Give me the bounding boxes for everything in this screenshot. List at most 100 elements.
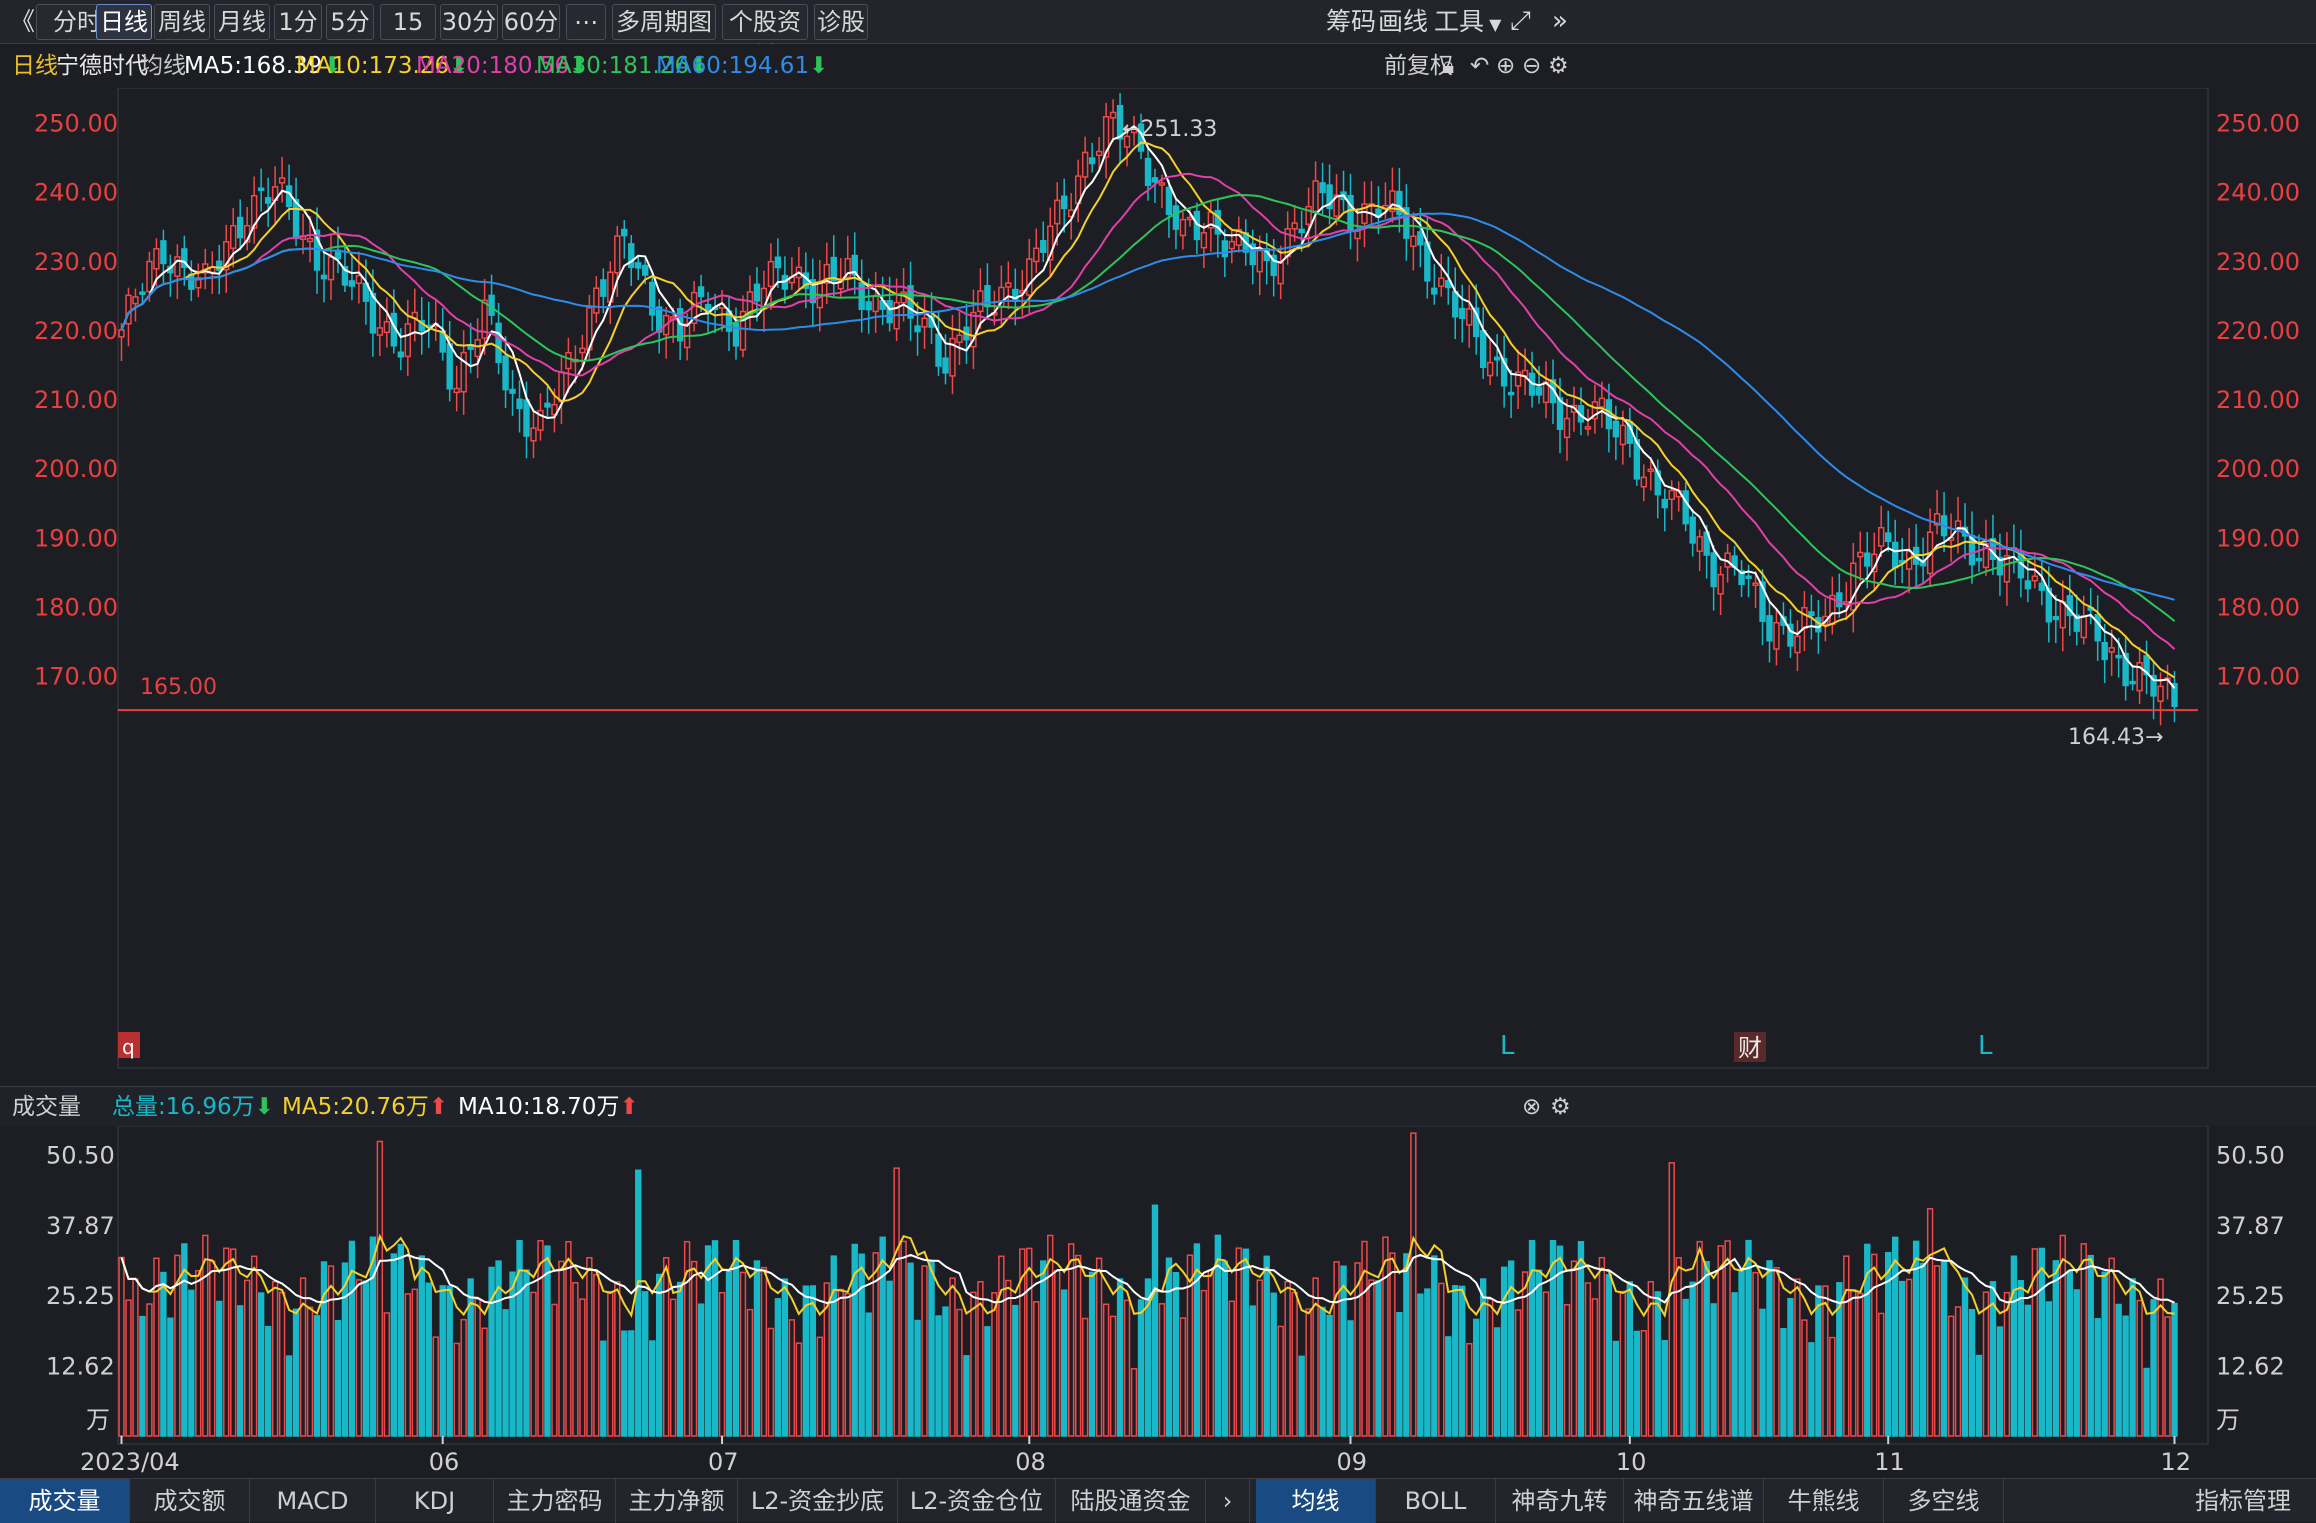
volume-bar xyxy=(320,1261,328,1437)
volume-bar xyxy=(872,1252,879,1437)
volume-bar xyxy=(1710,1303,1717,1437)
volume-bar xyxy=(257,1292,265,1437)
settings-gear-icon[interactable]: ⚙ xyxy=(1548,53,1569,79)
volume-bar xyxy=(921,1265,928,1437)
multi-period-dropdown[interactable]: 多周期图 ▽ xyxy=(612,4,716,68)
candle-body xyxy=(697,286,705,298)
candle-body xyxy=(153,248,160,270)
tab-volume[interactable]: 成交量 xyxy=(0,1479,130,1523)
volume-bar xyxy=(1668,1162,1675,1437)
period-tab-weekly[interactable]: 周线 xyxy=(154,4,210,40)
volume-bar xyxy=(1067,1243,1075,1437)
volume-bar xyxy=(1424,1288,1431,1437)
tabs-scroll-right-icon[interactable]: › xyxy=(1206,1479,1250,1523)
candle-body xyxy=(1975,557,1983,562)
period-tab-60min[interactable]: 60分 xyxy=(502,4,560,40)
candle-body xyxy=(2059,601,2066,629)
candle-body xyxy=(2143,655,2150,676)
collapse-icon[interactable]: » xyxy=(1552,6,1568,36)
candle-body xyxy=(1277,261,1284,285)
volume-chart[interactable]: 50.50 50.50 37.87 37.87 25.25 25.25 12.62 12.62… xyxy=(0,1126,2316,1478)
candle-body xyxy=(1933,513,1941,526)
x-tick-label: 11 xyxy=(1874,1448,1905,1476)
zoom-out-icon[interactable]: ⊖ xyxy=(1522,53,1542,79)
candle-body xyxy=(237,216,244,239)
volume-bar xyxy=(1452,1285,1459,1437)
candle-body xyxy=(1808,611,1815,617)
chips-button[interactable]: 筹码 xyxy=(1326,7,1377,36)
tab-turnover[interactable]: 成交额 xyxy=(130,1479,250,1523)
volume-bar xyxy=(369,1236,377,1437)
tab-magic-nine[interactable]: 神奇九转 xyxy=(1496,1479,1624,1523)
period-tab-daily[interactable]: 日线 xyxy=(96,4,152,40)
volume-bar xyxy=(739,1271,747,1437)
vol-tick-right: 50.50 xyxy=(2216,1141,2285,1169)
volume-bar xyxy=(1256,1279,1263,1437)
candle-body xyxy=(1787,623,1794,647)
tab-bull-bear[interactable]: 牛熊线 xyxy=(1764,1479,1884,1523)
fullscreen-icon[interactable]: ⤢ xyxy=(1510,6,1531,36)
volume-bar xyxy=(1207,1269,1215,1437)
indicator-manage-button[interactable]: 指标管理 xyxy=(2195,1487,2291,1515)
more-button[interactable]: ⋯ xyxy=(566,4,606,40)
draw-line-button[interactable]: 画线 xyxy=(1378,7,1429,36)
volume-bar xyxy=(879,1236,886,1437)
volume-bar xyxy=(306,1306,314,1437)
volume-bar xyxy=(1158,1303,1166,1437)
ma10-line xyxy=(120,141,2176,679)
diagnose-button[interactable]: 诊股 xyxy=(814,4,868,40)
zoom-in-icon[interactable]: ⊕ xyxy=(1496,53,1516,79)
tab-kdj[interactable]: KDJ xyxy=(376,1479,494,1523)
lock-icon[interactable]: 🔒︎ xyxy=(1442,53,1455,79)
adjust-dropdown[interactable]: 前复权 xyxy=(1384,53,1453,79)
volume-bar xyxy=(1186,1254,1194,1437)
volume-bar xyxy=(2080,1243,2087,1437)
x-tick-label: 07 xyxy=(708,1448,739,1476)
period-tab-15min[interactable]: 15分 xyxy=(380,4,436,70)
candle-body xyxy=(2129,680,2136,685)
tab-main-code[interactable]: 主力密码 xyxy=(494,1479,616,1523)
volume-bar xyxy=(956,1308,963,1437)
ma-label[interactable]: 均线 xyxy=(140,53,186,79)
undo-icon[interactable]: ↶ xyxy=(1470,53,1490,79)
volume-bar xyxy=(1954,1306,1962,1437)
price-chart[interactable]: 250.00 250.00 240.00 240.00 230.00 230.00 220.… xyxy=(0,88,2316,1088)
candle-body xyxy=(1473,307,1480,338)
tools-dropdown[interactable]: 工具 ▼ xyxy=(1434,7,1502,36)
tab-northbound[interactable]: 陆股通资金 xyxy=(1056,1479,1206,1523)
tab-l2-bottom[interactable]: L2-资金抄底 xyxy=(738,1479,898,1523)
volume-bar xyxy=(362,1280,370,1437)
stock-profile-button[interactable]: 个股资料 xyxy=(722,4,808,70)
close-panel-icon[interactable]: ⊗ xyxy=(1522,1094,1542,1120)
candle-body xyxy=(1319,182,1326,194)
volume-bar xyxy=(1689,1281,1696,1437)
tab-long-short[interactable]: 多空线 xyxy=(1884,1479,2004,1523)
volume-bar xyxy=(2108,1257,2115,1437)
volume-bar xyxy=(1766,1260,1773,1437)
marker-l: L xyxy=(1978,1031,1993,1061)
back-button[interactable]: 《 xyxy=(10,7,36,36)
tab-magic-five[interactable]: 神奇五线谱 xyxy=(1624,1479,1764,1523)
volume-bar xyxy=(1263,1255,1270,1437)
candle-body xyxy=(257,187,265,192)
tab-ma[interactable]: 均线 xyxy=(1256,1479,1376,1523)
tab-l2-position[interactable]: L2-资金仓位 xyxy=(898,1479,1056,1523)
volume-bar xyxy=(1815,1285,1822,1437)
volume-bar xyxy=(676,1281,684,1437)
candle-body xyxy=(1095,150,1103,156)
volume-bar xyxy=(1926,1208,1934,1437)
tab-main-net[interactable]: 主力净额 xyxy=(616,1479,738,1523)
panel-settings-icon[interactable]: ⚙ xyxy=(1550,1094,1571,1120)
volume-bar xyxy=(439,1285,446,1437)
vol-ma10: MA10:18.70万⬆ xyxy=(458,1094,639,1120)
volume-bar xyxy=(802,1285,810,1437)
period-tab-monthly[interactable]: 月线 xyxy=(214,4,270,40)
candle-body xyxy=(1466,308,1473,326)
period-tab-5min[interactable]: 5分 xyxy=(326,4,374,40)
period-tab-1min[interactable]: 1分 xyxy=(274,4,322,40)
candle-body xyxy=(809,279,817,304)
tab-macd[interactable]: MACD xyxy=(250,1479,376,1523)
candle-body xyxy=(1507,391,1515,396)
period-tab-30min[interactable]: 30分 xyxy=(440,4,498,40)
tab-boll[interactable]: BOLL xyxy=(1376,1479,1496,1523)
